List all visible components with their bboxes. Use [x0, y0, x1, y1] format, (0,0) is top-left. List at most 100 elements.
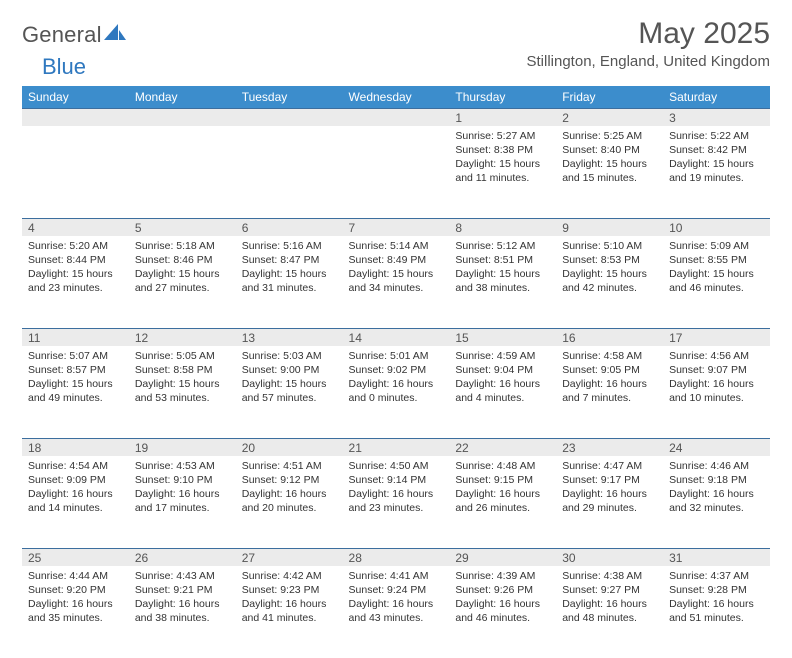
col-wednesday: Wednesday: [343, 86, 450, 108]
day-number: [343, 108, 450, 126]
sunrise-line: Sunrise: 5:16 AM: [242, 239, 337, 253]
daynum-cell: 16: [556, 328, 663, 346]
daynum-cell: 23: [556, 438, 663, 456]
calendar-table: Sunday Monday Tuesday Wednesday Thursday…: [22, 86, 770, 658]
sunset-line: Sunset: 8:42 PM: [669, 143, 764, 157]
sail-icon: [104, 24, 126, 47]
day-details: Sunrise: 4:54 AMSunset: 9:09 PMDaylight:…: [22, 456, 129, 520]
day-details: Sunrise: 5:07 AMSunset: 8:57 PMDaylight:…: [22, 346, 129, 410]
daynum-row: 11121314151617: [22, 328, 770, 346]
daylight-line: Daylight: 15 hours and 57 minutes.: [242, 377, 337, 405]
day-cell: Sunrise: 5:27 AMSunset: 8:38 PMDaylight:…: [449, 126, 556, 218]
sunset-line: Sunset: 9:28 PM: [669, 583, 764, 597]
sunset-line: Sunset: 9:10 PM: [135, 473, 230, 487]
daylight-line: Daylight: 15 hours and 42 minutes.: [562, 267, 657, 295]
day-number: 16: [556, 328, 663, 346]
day-cell: Sunrise: 4:51 AMSunset: 9:12 PMDaylight:…: [236, 456, 343, 548]
day-number: 14: [343, 328, 450, 346]
sunset-line: Sunset: 9:14 PM: [349, 473, 444, 487]
sunrise-line: Sunrise: 5:22 AM: [669, 129, 764, 143]
sunrise-line: Sunrise: 4:50 AM: [349, 459, 444, 473]
day-details: Sunrise: 4:38 AMSunset: 9:27 PMDaylight:…: [556, 566, 663, 630]
sunrise-line: Sunrise: 4:51 AM: [242, 459, 337, 473]
daynum-cell: 10: [663, 218, 770, 236]
day-details: Sunrise: 4:43 AMSunset: 9:21 PMDaylight:…: [129, 566, 236, 630]
daylight-line: Daylight: 15 hours and 38 minutes.: [455, 267, 550, 295]
daynum-row: 18192021222324: [22, 438, 770, 456]
daylight-line: Daylight: 15 hours and 19 minutes.: [669, 157, 764, 185]
sunrise-line: Sunrise: 4:58 AM: [562, 349, 657, 363]
sunset-line: Sunset: 9:27 PM: [562, 583, 657, 597]
sunrise-line: Sunrise: 4:48 AM: [455, 459, 550, 473]
weekday-header-row: Sunday Monday Tuesday Wednesday Thursday…: [22, 86, 770, 108]
day-cell: Sunrise: 4:53 AMSunset: 9:10 PMDaylight:…: [129, 456, 236, 548]
day-cell: Sunrise: 5:10 AMSunset: 8:53 PMDaylight:…: [556, 236, 663, 328]
sunrise-line: Sunrise: 4:46 AM: [669, 459, 764, 473]
daylight-line: Daylight: 15 hours and 11 minutes.: [455, 157, 550, 185]
daylight-line: Daylight: 16 hours and 4 minutes.: [455, 377, 550, 405]
day-number: [129, 108, 236, 126]
day-cell: Sunrise: 5:01 AMSunset: 9:02 PMDaylight:…: [343, 346, 450, 438]
day-cell: [22, 126, 129, 218]
sunset-line: Sunset: 8:58 PM: [135, 363, 230, 377]
day-number: 17: [663, 328, 770, 346]
sunrise-line: Sunrise: 5:07 AM: [28, 349, 123, 363]
sunset-line: Sunset: 9:20 PM: [28, 583, 123, 597]
daynum-cell: 22: [449, 438, 556, 456]
sunrise-line: Sunrise: 4:53 AM: [135, 459, 230, 473]
daynum-cell: [22, 108, 129, 126]
sunset-line: Sunset: 8:49 PM: [349, 253, 444, 267]
day-cell: [236, 126, 343, 218]
daynum-cell: 1: [449, 108, 556, 126]
title-block: May 2025 Stillington, England, United Ki…: [527, 18, 771, 70]
day-details: Sunrise: 4:39 AMSunset: 9:26 PMDaylight:…: [449, 566, 556, 630]
sunrise-line: Sunrise: 4:37 AM: [669, 569, 764, 583]
daynum-cell: 3: [663, 108, 770, 126]
sunset-line: Sunset: 9:05 PM: [562, 363, 657, 377]
day-number: 20: [236, 438, 343, 456]
daynum-cell: 21: [343, 438, 450, 456]
brand-logo: General: [22, 22, 126, 48]
daylight-line: Daylight: 16 hours and 46 minutes.: [455, 597, 550, 625]
sunset-line: Sunset: 8:40 PM: [562, 143, 657, 157]
daynum-cell: 19: [129, 438, 236, 456]
sunset-line: Sunset: 9:17 PM: [562, 473, 657, 487]
day-details: Sunrise: 5:10 AMSunset: 8:53 PMDaylight:…: [556, 236, 663, 300]
day-details: Sunrise: 4:48 AMSunset: 9:15 PMDaylight:…: [449, 456, 556, 520]
day-number: [236, 108, 343, 126]
day-number: 19: [129, 438, 236, 456]
day-number: 29: [449, 548, 556, 566]
day-number: 27: [236, 548, 343, 566]
daylight-line: Daylight: 16 hours and 32 minutes.: [669, 487, 764, 515]
week-row: Sunrise: 5:27 AMSunset: 8:38 PMDaylight:…: [22, 126, 770, 218]
sunset-line: Sunset: 9:00 PM: [242, 363, 337, 377]
day-cell: Sunrise: 5:09 AMSunset: 8:55 PMDaylight:…: [663, 236, 770, 328]
day-cell: Sunrise: 5:22 AMSunset: 8:42 PMDaylight:…: [663, 126, 770, 218]
day-cell: Sunrise: 4:48 AMSunset: 9:15 PMDaylight:…: [449, 456, 556, 548]
sunset-line: Sunset: 9:07 PM: [669, 363, 764, 377]
sunset-line: Sunset: 8:44 PM: [28, 253, 123, 267]
day-details: Sunrise: 5:27 AMSunset: 8:38 PMDaylight:…: [449, 126, 556, 190]
daynum-cell: 5: [129, 218, 236, 236]
sunset-line: Sunset: 9:04 PM: [455, 363, 550, 377]
day-number: 23: [556, 438, 663, 456]
day-number: 21: [343, 438, 450, 456]
daynum-row: 123: [22, 108, 770, 126]
col-saturday: Saturday: [663, 86, 770, 108]
daynum-cell: 14: [343, 328, 450, 346]
day-cell: Sunrise: 4:47 AMSunset: 9:17 PMDaylight:…: [556, 456, 663, 548]
day-details: Sunrise: 5:25 AMSunset: 8:40 PMDaylight:…: [556, 126, 663, 190]
daylight-line: Daylight: 15 hours and 46 minutes.: [669, 267, 764, 295]
sunrise-line: Sunrise: 5:27 AM: [455, 129, 550, 143]
day-cell: Sunrise: 4:54 AMSunset: 9:09 PMDaylight:…: [22, 456, 129, 548]
day-cell: Sunrise: 5:16 AMSunset: 8:47 PMDaylight:…: [236, 236, 343, 328]
day-number: 25: [22, 548, 129, 566]
daynum-cell: 28: [343, 548, 450, 566]
daynum-cell: 7: [343, 218, 450, 236]
daynum-cell: 17: [663, 328, 770, 346]
daynum-cell: 6: [236, 218, 343, 236]
col-thursday: Thursday: [449, 86, 556, 108]
day-cell: [343, 126, 450, 218]
sunrise-line: Sunrise: 5:25 AM: [562, 129, 657, 143]
day-details: Sunrise: 4:37 AMSunset: 9:28 PMDaylight:…: [663, 566, 770, 630]
